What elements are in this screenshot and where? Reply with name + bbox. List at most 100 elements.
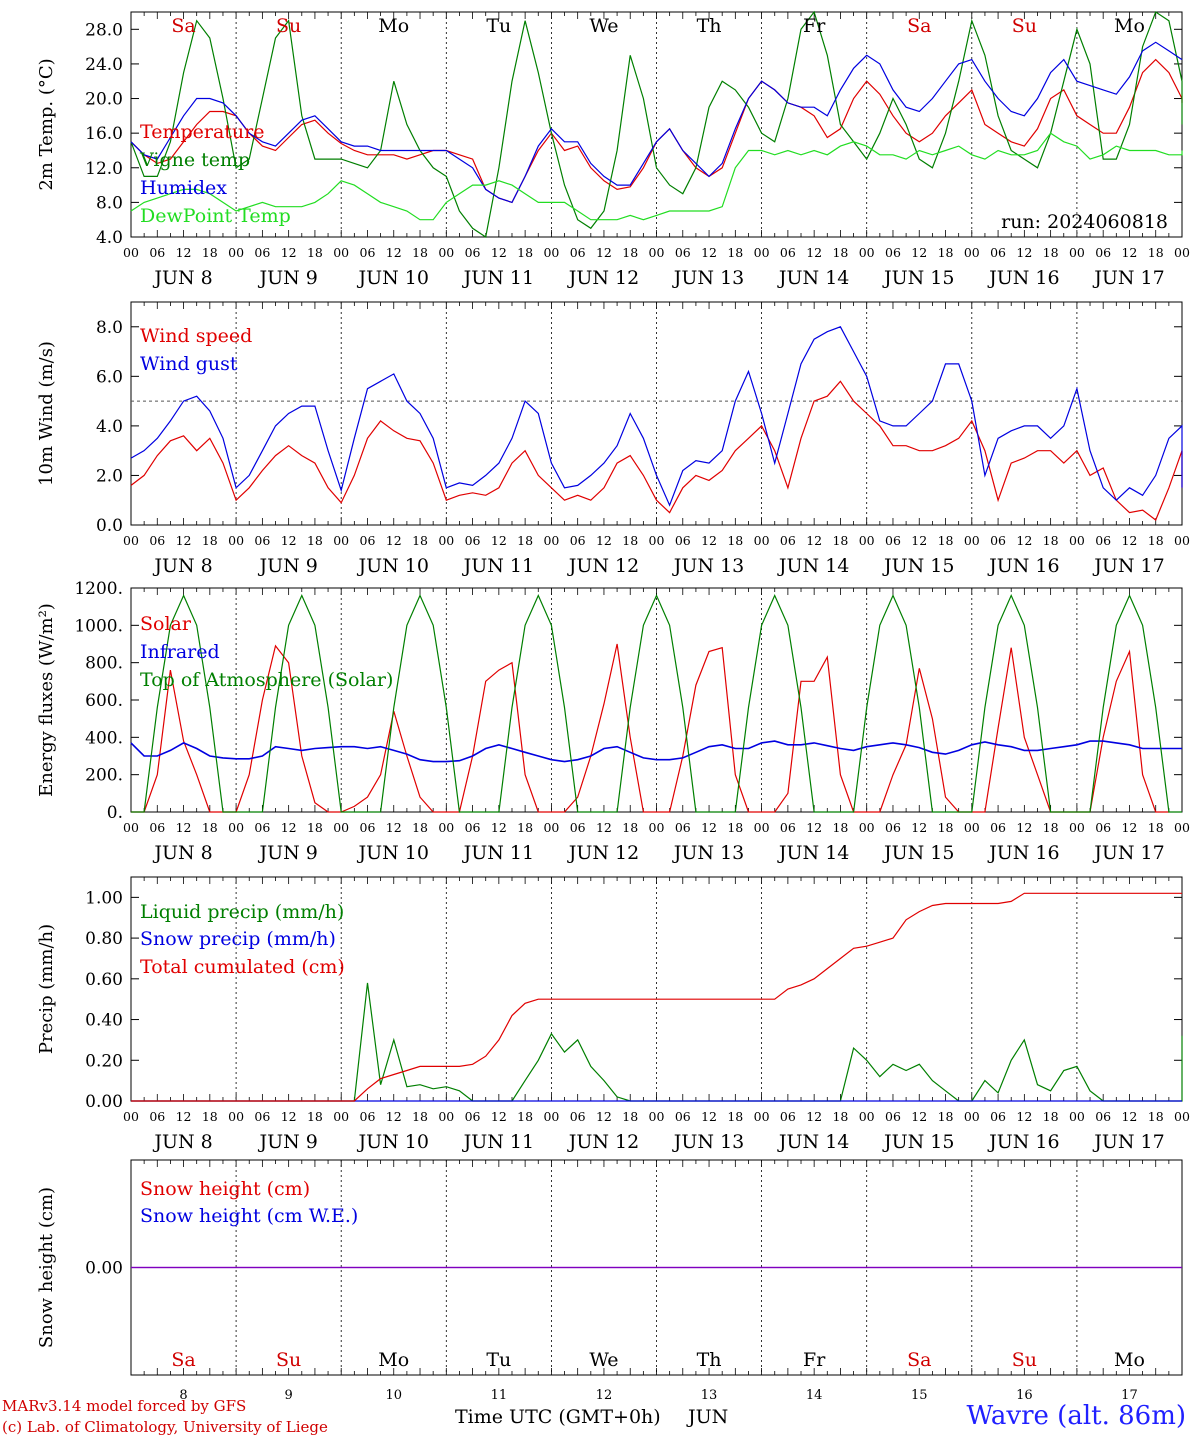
hour-tick-label: 00 — [543, 820, 559, 835]
hour-tick-label: 12 — [1016, 245, 1032, 260]
hour-tick-label: 18 — [202, 245, 218, 260]
day-header: JUN 10 — [357, 842, 429, 864]
weekday-label: Fr — [803, 15, 826, 37]
weekday-label: Th — [697, 15, 722, 37]
hour-tick-label: 12 — [176, 533, 192, 548]
day-header: JUN 10 — [357, 267, 429, 289]
hour-tick-label: 00 — [123, 533, 139, 548]
day-header: JUN 9 — [257, 555, 317, 577]
hour-tick-label: 06 — [254, 820, 270, 835]
hour-tick-label: 00 — [754, 1109, 770, 1124]
hour-tick-label: 12 — [806, 533, 822, 548]
hour-tick-label: 12 — [1016, 1109, 1032, 1124]
hour-tick-label: 00 — [1174, 533, 1190, 548]
hour-tick-label: 12 — [911, 820, 927, 835]
hour-tick-label: 12 — [491, 1109, 507, 1124]
hour-tick-label: 00 — [438, 533, 454, 548]
hour-tick-label: 06 — [570, 1109, 586, 1124]
legend-entry: Solar — [140, 613, 192, 635]
hour-tick-label: 18 — [1043, 533, 1059, 548]
hour-tick-label: 00 — [1069, 820, 1085, 835]
hour-tick-label: 12 — [1121, 820, 1137, 835]
hour-tick-label: 12 — [596, 245, 612, 260]
hour-tick-label: 06 — [990, 1109, 1006, 1124]
day-header: JUN 13 — [672, 267, 744, 289]
hour-tick-label: 06 — [465, 820, 481, 835]
hour-tick-label: 12 — [806, 245, 822, 260]
weekday-label: We — [589, 15, 618, 37]
hour-tick-label: 12 — [176, 245, 192, 260]
day-header: JUN 13 — [672, 842, 744, 864]
weekday-label: Sa — [907, 1349, 931, 1371]
hour-tick-label: 06 — [360, 245, 376, 260]
hour-tick-label: 00 — [754, 533, 770, 548]
hour-tick-label: 00 — [649, 1109, 665, 1124]
hour-tick-label: 12 — [386, 1109, 402, 1124]
hour-tick-label: 12 — [1016, 820, 1032, 835]
weekday-label: Tu — [486, 1349, 511, 1371]
weekday-label: Sa — [171, 1349, 195, 1371]
hour-tick-label: 18 — [517, 245, 533, 260]
hour-tick-label: 18 — [938, 820, 954, 835]
hour-tick-label: 00 — [228, 245, 244, 260]
y-axis-label: Precip (mm/h) — [36, 924, 57, 1054]
day-header: JUN 12 — [567, 842, 639, 864]
day-header: JUN 13 — [672, 555, 744, 577]
day-header: JUN 8 — [152, 842, 212, 864]
weekday-label: Su — [276, 15, 301, 37]
credit-line-2: (c) Lab. of Climatology, University of L… — [2, 1418, 328, 1436]
hour-tick-label: 12 — [491, 245, 507, 260]
y-tick-label: 16.0 — [85, 124, 123, 144]
legend-entry: Vigne temp — [139, 149, 250, 171]
legend-entry: Snow precip (mm/h) — [140, 928, 336, 950]
hour-tick-label: 00 — [964, 820, 980, 835]
station-name: Wavre (alt. 86m) — [966, 1401, 1186, 1431]
hour-tick-label: 00 — [123, 1109, 139, 1124]
legend-entry: Wind gust — [140, 353, 238, 375]
series-line — [130, 41, 1183, 204]
legend-entry: Top of Atmosphere (Solar) — [140, 669, 393, 691]
hour-tick-label: 06 — [254, 1109, 270, 1124]
hour-tick-label: 06 — [990, 533, 1006, 548]
hour-tick-label: 18 — [307, 1109, 323, 1124]
hour-tick-label: 00 — [859, 533, 875, 548]
y-tick-label: 1200. — [74, 579, 123, 599]
y-tick-label: 0.20 — [85, 1051, 123, 1071]
hour-tick-label: 12 — [386, 533, 402, 548]
y-tick-label: 400. — [85, 728, 123, 748]
hour-tick-label: 12 — [1121, 533, 1137, 548]
weekday-label: Tu — [486, 15, 511, 37]
hour-tick-label: 00 — [543, 533, 559, 548]
weekday-label: Mo — [378, 1349, 409, 1371]
y-tick-label: 6.0 — [96, 367, 123, 387]
credit-line-1: MARv3.14 model forced by GFS — [2, 1397, 247, 1415]
hour-tick-label: 18 — [202, 820, 218, 835]
y-tick-label: 800. — [85, 654, 123, 674]
hour-tick-label: 12 — [701, 533, 717, 548]
day-header: JUN 12 — [567, 1131, 639, 1153]
hour-tick-label: 12 — [281, 820, 297, 835]
hour-tick-label: 06 — [675, 1109, 691, 1124]
hour-tick-label: 12 — [596, 820, 612, 835]
hour-tick-label: 06 — [675, 245, 691, 260]
y-tick-label: 0. — [107, 803, 123, 823]
weekday-label: Su — [1012, 1349, 1037, 1371]
hour-tick-label: 00 — [543, 245, 559, 260]
hour-tick-label: 12 — [281, 533, 297, 548]
hour-tick-label: 00 — [438, 245, 454, 260]
hour-tick-label: 06 — [149, 820, 165, 835]
hour-tick-label: 00 — [859, 245, 875, 260]
month-label: JUN — [686, 1406, 728, 1428]
hour-tick-label: 18 — [938, 533, 954, 548]
day-number: 10 — [385, 1388, 402, 1403]
hour-tick-label: 06 — [780, 245, 796, 260]
hour-tick-label: 06 — [990, 820, 1006, 835]
hour-tick-label: 06 — [360, 820, 376, 835]
hour-tick-label: 12 — [491, 533, 507, 548]
y-tick-label: 24.0 — [85, 55, 123, 75]
hour-tick-label: 12 — [1121, 245, 1137, 260]
day-header: JUN 11 — [462, 842, 534, 864]
hour-tick-label: 18 — [1148, 820, 1164, 835]
day-header: JUN 15 — [882, 1131, 954, 1153]
hour-tick-label: 18 — [938, 1109, 954, 1124]
